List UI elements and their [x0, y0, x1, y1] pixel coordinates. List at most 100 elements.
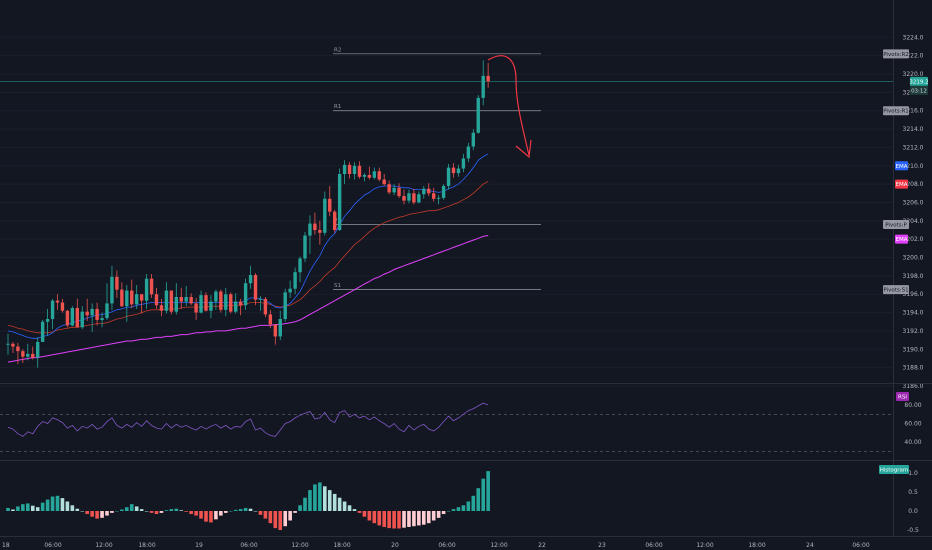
drawing-arrow[interactable] [487, 55, 532, 159]
histogram-bar[interactable] [377, 511, 382, 526]
candle[interactable] [139, 294, 144, 301]
histogram-bar[interactable] [179, 510, 184, 511]
histogram-bar[interactable] [228, 511, 233, 512]
candle[interactable] [456, 168, 461, 174]
candle[interactable] [441, 185, 446, 198]
histogram-bar[interactable] [45, 499, 50, 511]
histogram-bar[interactable] [16, 506, 20, 511]
candle[interactable] [243, 283, 248, 306]
candle[interactable] [367, 174, 372, 178]
candle[interactable] [149, 278, 154, 295]
histogram-bar[interactable] [184, 511, 188, 512]
histogram-panel[interactable]: 1.0 0.5 0.0 -0.5 Histogram [6, 465, 919, 534]
histogram-bar[interactable] [323, 486, 327, 511]
candle[interactable] [273, 324, 277, 337]
histogram-bar[interactable] [60, 498, 65, 511]
last-price-tag[interactable] [910, 76, 928, 86]
histogram-bar[interactable] [332, 493, 337, 511]
histogram-bar[interactable] [288, 511, 292, 521]
candle[interactable] [229, 294, 233, 312]
histogram-bar[interactable] [451, 509, 456, 511]
histogram-bar[interactable] [159, 511, 164, 513]
candle[interactable] [333, 211, 337, 231]
candle[interactable] [471, 132, 475, 147]
candle[interactable] [397, 187, 401, 197]
candle[interactable] [372, 171, 376, 178]
candle[interactable] [90, 308, 94, 316]
pivot-axis-tag[interactable] [883, 106, 909, 116]
histogram-bar[interactable] [50, 496, 55, 511]
candle[interactable] [125, 290, 129, 307]
candle[interactable] [303, 235, 307, 259]
histogram-bar[interactable] [70, 505, 75, 511]
candle[interactable] [283, 292, 287, 320]
candle[interactable] [407, 193, 411, 201]
histogram-bar[interactable] [417, 511, 421, 526]
histogram-bar[interactable] [278, 511, 283, 530]
histogram-bar[interactable] [436, 511, 441, 518]
histogram-bar[interactable] [40, 502, 45, 511]
candle[interactable] [209, 301, 213, 311]
pivot-axis-tag[interactable] [883, 220, 909, 230]
histogram-bar[interactable] [412, 511, 416, 527]
histogram-bar[interactable] [224, 511, 228, 513]
candle[interactable] [219, 291, 223, 310]
candle[interactable] [174, 296, 178, 312]
histogram-bar[interactable] [283, 511, 287, 527]
histogram-bar[interactable] [372, 511, 377, 524]
candle[interactable] [6, 343, 10, 345]
price-panel[interactable]: 3224.03222.03220.03218.03216.03214.03212… [0, 0, 932, 536]
histogram-bar[interactable] [65, 501, 70, 512]
candle[interactable] [21, 351, 25, 357]
histogram-bar[interactable] [441, 511, 446, 515]
histogram-bar[interactable] [298, 505, 302, 511]
histogram-bar[interactable] [100, 511, 104, 518]
candle[interactable] [234, 301, 238, 312]
histogram-bar[interactable] [238, 509, 243, 511]
candle[interactable] [36, 341, 40, 358]
candle[interactable] [288, 288, 292, 293]
candle[interactable] [80, 311, 84, 328]
candle[interactable] [313, 223, 317, 231]
candle[interactable] [387, 184, 391, 193]
histogram-bar[interactable] [318, 482, 322, 512]
histogram-bar[interactable] [125, 507, 129, 511]
candle[interactable] [436, 197, 441, 199]
candle[interactable] [402, 196, 406, 201]
histogram-bar[interactable] [139, 509, 144, 511]
candle[interactable] [110, 276, 114, 304]
histogram-bar[interactable] [431, 511, 436, 521]
candle[interactable] [298, 258, 302, 273]
histogram-bar[interactable] [273, 511, 278, 529]
time-axis[interactable]: 18 06:00 12:00 18:00 19 06:00 12:00 18:00 20 06:0… [0, 536, 932, 550]
histogram-bar[interactable] [30, 505, 35, 511]
histogram-bar[interactable] [233, 509, 238, 511]
candle[interactable] [40, 321, 45, 342]
histogram-bar[interactable] [144, 511, 149, 512]
candle[interactable] [105, 303, 109, 319]
candle[interactable] [412, 193, 416, 203]
candle[interactable] [392, 187, 396, 193]
histogram-bar[interactable] [75, 508, 80, 511]
candle[interactable] [199, 295, 203, 313]
candle[interactable] [238, 301, 243, 306]
histogram-bar[interactable] [471, 495, 476, 511]
candle[interactable] [258, 298, 263, 300]
histogram-bar[interactable] [80, 511, 85, 512]
histogram-bar[interactable] [337, 497, 342, 511]
candle[interactable] [189, 296, 193, 304]
candle[interactable] [422, 188, 426, 195]
candle[interactable] [427, 188, 431, 194]
histogram-bar[interactable] [95, 511, 99, 519]
histogram-bar[interactable] [204, 511, 208, 522]
histogram-bar[interactable] [6, 507, 10, 511]
candle[interactable] [135, 294, 139, 305]
histogram-bar[interactable] [258, 511, 263, 515]
candle[interactable] [85, 311, 89, 316]
histogram-bar[interactable] [253, 511, 258, 512]
candle[interactable] [31, 353, 35, 358]
candle[interactable] [115, 276, 119, 290]
histogram-bar[interactable] [21, 504, 25, 511]
histogram-bar[interactable] [11, 509, 15, 511]
candle[interactable] [224, 294, 228, 310]
